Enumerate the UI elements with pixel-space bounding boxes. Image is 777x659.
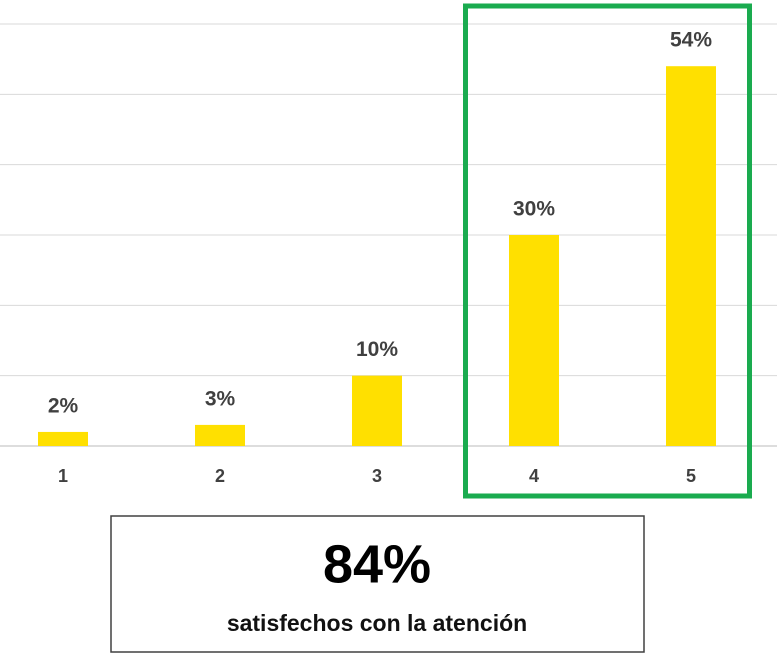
x-tick-label: 3 [372,466,382,486]
x-tick-label: 1 [58,466,68,486]
summary-text: satisfechos con la atención [227,610,527,636]
value-label: 54% [670,29,712,52]
value-label: 3% [205,387,236,410]
summary-box [110,515,645,653]
bar [509,235,559,446]
x-tick-label: 2 [215,466,225,486]
highlight-box [463,3,752,499]
value-label: 10% [356,338,398,361]
x-tick-label: 4 [529,466,539,486]
bar [352,375,402,446]
bar [195,424,245,446]
bar [666,66,716,446]
x-tick-label: 5 [686,466,696,486]
value-label: 30% [513,198,555,221]
bar [38,431,88,446]
value-label: 2% [48,394,79,417]
summary-value: 84% [323,534,431,594]
